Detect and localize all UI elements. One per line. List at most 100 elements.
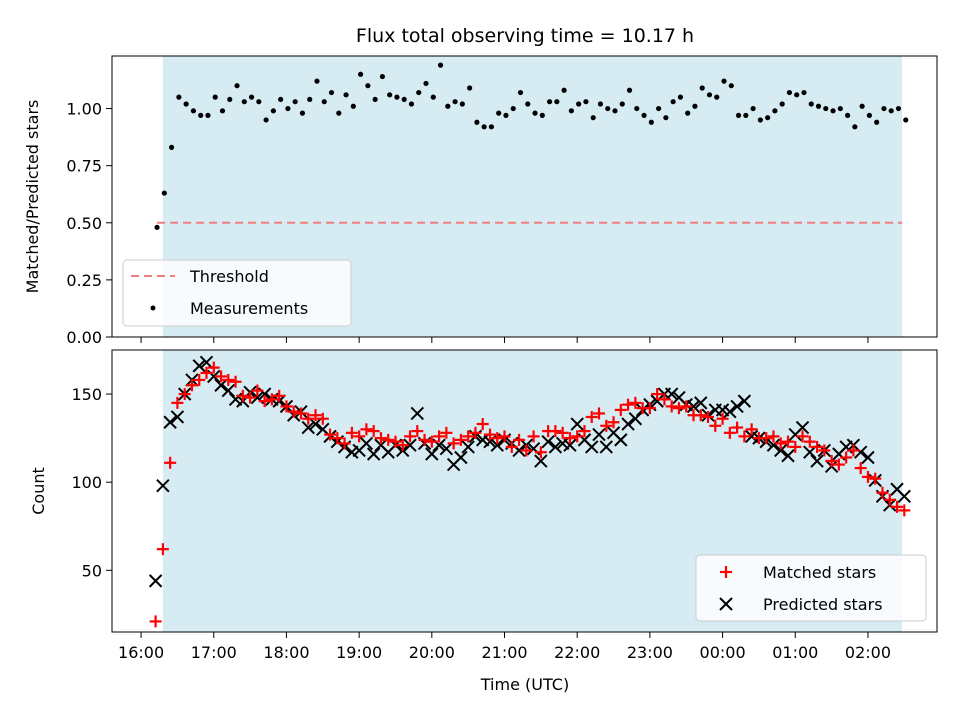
predicted-star-point [853,445,868,459]
measurement-point [234,83,240,89]
measurement-point [488,124,495,130]
matched-star-point [891,500,904,513]
legend-matched-swatch [720,566,732,578]
measurement-point [357,71,364,77]
measurement-point [721,78,727,84]
predicted-star-point [192,359,206,373]
x-tick-label: 00:00 [700,643,746,662]
matched-star-point [825,455,838,468]
matched-star-point [622,398,635,411]
legend-measurements-label: Measurements [190,299,308,318]
matched-star-point [578,425,591,438]
measurement-point [743,112,749,118]
measurement-point [190,108,197,114]
measurement-point [416,89,422,96]
top-legend: Threshold Measurements [122,259,352,327]
matched-star-point [614,403,627,416]
measurement-point [365,83,371,89]
measurement-point [459,101,465,107]
predicted-star-point [454,450,468,465]
measurement-point [852,124,858,130]
ratio-panel: 0.00 0.25 0.50 0.75 1.00 Matched/Predicted s… [23,55,938,347]
predicted-star-point [163,415,177,429]
matched-star-point [876,486,889,499]
predicted-star-point [563,438,577,452]
matched-star-point [382,433,395,446]
measurement-point [183,101,189,107]
measurement-point [278,96,284,103]
measurement-point [750,105,756,112]
measurement-point [430,94,436,100]
matched-star-point [571,430,584,443]
measurement-point [808,101,814,107]
matched-star-point [738,430,751,443]
matched-star-point [803,435,816,448]
matched-star-point [702,410,715,423]
measurement-point [881,105,887,112]
matched-star-point [593,407,606,420]
top-y-tick-label: 0.00 [66,328,102,347]
predicted-star-point [490,438,504,452]
matched-star-point [193,373,206,386]
matched-star-point [781,435,794,448]
predicted-star-point [548,440,563,454]
measurement-point [496,110,502,116]
matched-star-point [149,615,162,628]
matched-star-point [454,433,467,446]
measurement-point [350,103,356,109]
matched-star-point [731,421,744,434]
measurement-point [423,80,429,87]
measurement-point [474,119,480,125]
matched-star-point [513,433,526,446]
legend-threshold-label: Threshold [189,267,269,286]
measurement-point [830,108,836,114]
bottom-y-tick-label: 50 [82,561,102,580]
matched-star-point [411,425,424,438]
matched-star-point [651,388,664,401]
matched-star-point [258,395,271,408]
matched-star-point [200,366,213,379]
matched-star-point [360,423,373,436]
top-y-tick-label: 0.50 [66,214,102,233]
bottom-legend-box [695,554,927,622]
matched-star-point [658,393,671,406]
measurement-point [445,103,451,109]
measurement-point [198,112,204,118]
matched-star-point [396,439,409,452]
measurement-point [779,101,785,107]
measurement-point [437,62,444,68]
matched-star-point [520,444,533,457]
matched-star-point [898,504,911,517]
x-tick-label: 02:00 [845,643,891,662]
measurement-point [619,101,625,107]
matched-star-point [294,407,307,420]
predicted-star-point [766,438,781,452]
predicted-star-point [694,396,708,410]
measurement-point [605,105,611,112]
matched-star-point [883,493,896,506]
measurement-point [328,89,335,96]
matched-star-point [156,543,169,556]
measurement-point [219,108,226,114]
measurement-point [481,124,487,130]
measurement-point [692,103,698,109]
measurement-point [685,110,691,116]
measurement-point [626,87,633,93]
predicted-star-point [774,443,788,458]
measurement-point [517,89,524,96]
measurement-point [154,224,160,230]
predicted-star-point [199,355,214,370]
matched-star-point [505,440,518,453]
measurement-point [648,119,654,125]
measurement-point [757,117,763,123]
matched-star-point [447,437,460,450]
matched-star-point [643,402,656,415]
top-legend-box [122,259,352,327]
measurement-point [292,99,298,105]
matched-star-point [316,412,329,425]
measurement-point [321,99,327,105]
predicted-star-point [803,445,817,459]
measurement-points [154,62,909,230]
predicted-star-point [301,420,315,435]
matched-star-point [280,400,293,413]
